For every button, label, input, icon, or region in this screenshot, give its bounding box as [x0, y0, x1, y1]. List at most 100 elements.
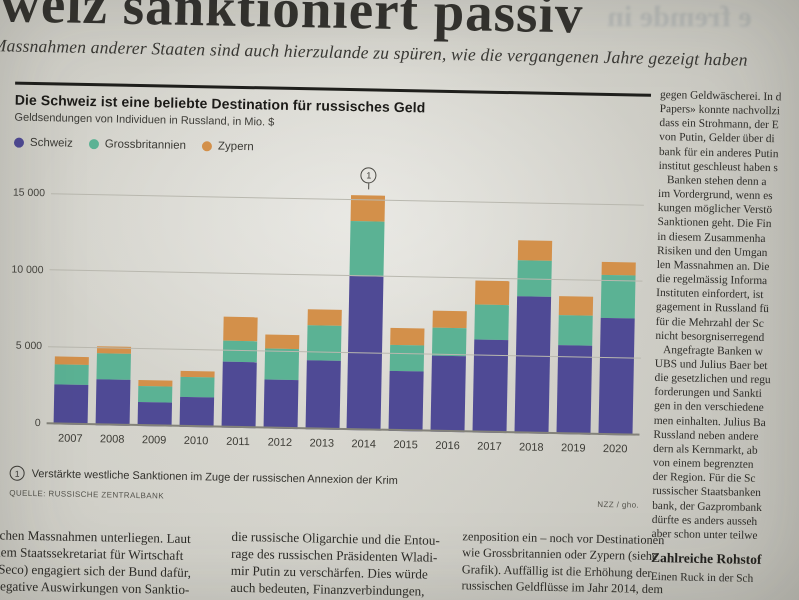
bar-segment-grossbritannien [54, 364, 89, 385]
bar-segment-zypern [390, 327, 425, 346]
chart-footnote: 1 Verstärkte westliche Sanktionen im Zug… [9, 465, 398, 488]
bar-segment-grossbritannien [222, 340, 257, 363]
x-tick-label: 2019 [560, 441, 586, 455]
bar-segment-schweiz [179, 396, 214, 427]
chart-source-row: QUELLE: RUSSISCHE ZENTRALBANK NZZ / gho. [9, 489, 639, 510]
bar-segment-zypern [222, 316, 258, 342]
legend-label: Zypern [217, 140, 254, 153]
bar-segment-schweiz [137, 401, 172, 427]
legend-label: Schweiz [29, 136, 73, 150]
bottom-column-2: die russische Oligarchie und die Entou-r… [230, 528, 461, 600]
bar-segment-grossbritannien [558, 314, 593, 346]
stacked-bar-2019 [556, 295, 594, 435]
bar-segment-grossbritannien [96, 353, 131, 380]
footnote-text: Verstärkte westliche Sanktionen im Zuge … [31, 467, 398, 487]
stacked-bar-2010 [179, 370, 215, 427]
stacked-bar-2007 [53, 356, 89, 425]
annotation-connector-line [368, 183, 370, 190]
bar-segment-grossbritannien [179, 376, 215, 398]
bar-segment-zypern [517, 240, 553, 261]
bar-group-2019: 2019 [554, 189, 599, 454]
bar-group-2014: 2014 1 [344, 167, 389, 450]
x-tick-label: 2010 [183, 434, 209, 447]
right-article-column: gegen Geldwäscherei. In d Papers» konnte … [650, 88, 790, 600]
legend-label: Grossbritannien [104, 137, 187, 152]
bottom-column-3: zenposition ein – noch vor Destinationen… [461, 528, 664, 597]
bar-segment-grossbritannien [349, 221, 385, 277]
bar-segment-zypern [558, 295, 594, 316]
bar-segment-grossbritannien [306, 325, 342, 361]
chart-source: QUELLE: RUSSISCHE ZENTRALBANK [9, 488, 165, 501]
annotation-marker: 1 [360, 167, 378, 190]
bar-group-2007: 2007 [51, 179, 96, 444]
bar-group-2015: 2015 [386, 185, 431, 451]
bar-segment-schweiz [514, 296, 552, 434]
bar-segment-zypern [475, 280, 510, 306]
legend-item-schweiz: Schweiz [13, 136, 73, 150]
bar-segment-schweiz [388, 371, 425, 431]
bar-segment-grossbritannien [137, 386, 173, 403]
x-tick-label: 2016 [435, 439, 460, 452]
article-text-line: russischen Geldflüsse im Jahr 2014, dem [461, 578, 664, 597]
x-tick-label: 2013 [309, 436, 335, 450]
bar-segment-schweiz [53, 384, 89, 425]
chart-legend: Schweiz Grossbritannien Zypern [13, 136, 650, 160]
x-tick-label: 2008 [99, 432, 125, 446]
bar-segment-zypern [432, 310, 468, 329]
y-tick-label: 15 000 [12, 186, 46, 200]
legend-swatch-icon [13, 137, 25, 148]
bar-segment-grossbritannien [432, 327, 467, 356]
article-subheading: Zahlreiche Rohstof [650, 549, 762, 568]
article-text-line: negative Auswirkungen von Sanktio- [0, 578, 190, 598]
bottom-column-1: schen Massnahmen unterliegen. Laut dem St… [0, 526, 233, 599]
y-tick-label: 0 [34, 417, 41, 430]
x-tick-label: 2009 [141, 433, 167, 447]
stacked-bar-2012 [263, 334, 299, 429]
chart-panel: Die Schweiz ist eine beliebte Destinatio… [7, 81, 652, 526]
legend-item-zypern: Zypern [201, 140, 254, 153]
stacked-bar-2017 [472, 280, 510, 433]
annotation-circle-icon: 1 [360, 167, 378, 184]
x-tick-label: 2012 [267, 436, 293, 449]
bar-segment-zypern [601, 261, 636, 276]
stacked-bar-2015 [388, 327, 425, 431]
bar-segment-schweiz [95, 378, 131, 426]
bar-group-2010: 2010 [176, 181, 221, 447]
bar-segment-schweiz [305, 359, 341, 430]
bar-segment-grossbritannien [264, 348, 299, 381]
bar-group-2017: 2017 [470, 187, 515, 453]
x-tick-label: 2020 [602, 442, 628, 455]
bar-segment-schweiz [263, 379, 299, 429]
stacked-bar-2016 [430, 310, 468, 432]
x-tick-label: 2015 [393, 438, 418, 451]
article-text-line: aber schon unter teilwe [651, 527, 758, 542]
x-tick-label: 2017 [477, 440, 502, 453]
stacked-bar-2014 [346, 194, 386, 431]
bar-group-2016: 2016 [428, 186, 473, 452]
stacked-bar-2008 [95, 346, 131, 426]
footnote-marker-icon: 1 [9, 465, 25, 481]
legend-item-grossbritannien: Grossbritannien [88, 137, 187, 152]
legend-swatch-icon [88, 138, 99, 149]
stacked-bar-2011 [221, 316, 258, 428]
stacked-bar-2018 [514, 240, 553, 434]
stacked-bar-2013 [305, 309, 342, 430]
stacked-bar-2009 [137, 379, 173, 427]
x-tick-label: 2011 [226, 435, 250, 448]
bar-segment-schweiz [221, 361, 257, 428]
bar-group-2009: 2009 [134, 180, 179, 446]
bar-group-2013: 2013 [302, 184, 347, 449]
x-tick-label: 2018 [519, 440, 544, 454]
bar-segment-schweiz [430, 355, 467, 432]
bar-segment-zypern [264, 334, 299, 349]
bars-container: 2007 2008 2009 2010 2011 2012 2013 2014 1 2015 201… [47, 167, 645, 455]
article-text-line: Einen Ruck in der Sch [650, 570, 754, 585]
bar-segment-schweiz [598, 317, 635, 436]
x-tick-label: 2007 [57, 431, 83, 445]
bar-segment-schweiz [472, 339, 509, 433]
x-tick-label: 2014 [351, 437, 377, 451]
stacked-bar-2020 [598, 261, 636, 436]
y-tick-label: 5 000 [15, 340, 43, 353]
